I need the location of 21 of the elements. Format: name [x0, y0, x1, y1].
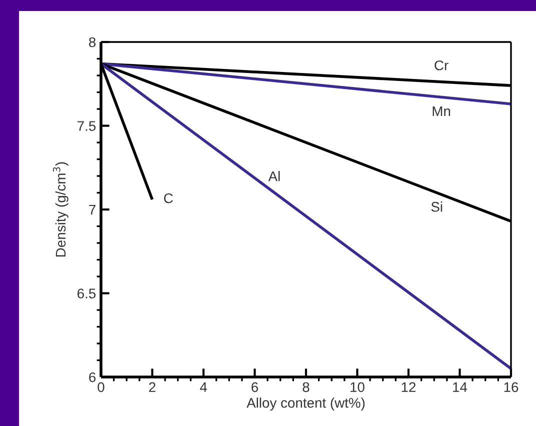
series-label: C — [164, 193, 173, 204]
x-tick-label: 14 — [453, 382, 468, 392]
x-tick-label: 10 — [350, 382, 364, 392]
x-tick-label: 16 — [504, 382, 518, 392]
x-tick-label: 12 — [402, 382, 416, 392]
y-tick-label: 7.5 — [78, 121, 96, 131]
x-tick-label: 4 — [200, 382, 207, 392]
x-tick-label: 6 — [252, 382, 258, 392]
y-axis-title: Density (g/cm$^{3}$) — [52, 162, 68, 256]
series-label: Al — [268, 171, 280, 182]
series-label: Si — [431, 202, 442, 212]
y-tick-label: 6 — [89, 372, 96, 382]
x-axis-title: Alloy content (wt%) — [246, 398, 365, 411]
x-tick-label: 8 — [302, 382, 310, 392]
series-label: Mn — [432, 106, 450, 116]
x-tick-label: 2 — [149, 382, 156, 392]
series-label: Cr — [434, 60, 448, 70]
y-tick-label: 7 — [89, 204, 96, 215]
y-tick-label: 8 — [89, 37, 96, 48]
y-tick-label: 6.5 — [78, 288, 96, 298]
x-tick-label: 0 — [98, 382, 104, 392]
